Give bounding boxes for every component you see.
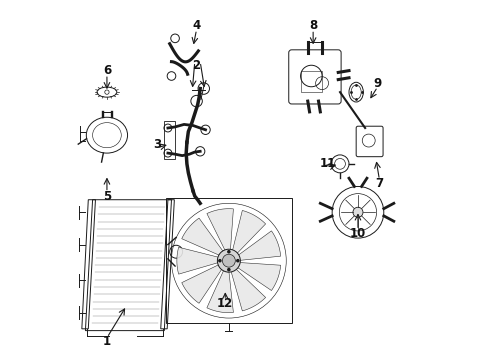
Circle shape xyxy=(222,254,235,267)
Polygon shape xyxy=(232,211,266,256)
Text: 12: 12 xyxy=(217,297,233,310)
Polygon shape xyxy=(207,209,233,253)
Polygon shape xyxy=(235,262,281,291)
Text: 3: 3 xyxy=(153,138,161,150)
Circle shape xyxy=(228,269,230,271)
Text: 7: 7 xyxy=(375,177,384,190)
Text: 9: 9 xyxy=(373,77,382,90)
Polygon shape xyxy=(207,267,233,313)
Polygon shape xyxy=(177,247,221,274)
Text: 10: 10 xyxy=(350,227,366,240)
Text: 2: 2 xyxy=(193,59,200,72)
Bar xyxy=(300,71,322,92)
Text: 4: 4 xyxy=(193,19,201,32)
Text: 5: 5 xyxy=(103,190,111,203)
Circle shape xyxy=(237,260,239,262)
Text: 6: 6 xyxy=(103,64,111,77)
Bar xyxy=(166,198,292,323)
Circle shape xyxy=(218,249,240,272)
Polygon shape xyxy=(182,264,223,303)
Polygon shape xyxy=(236,231,281,261)
Bar xyxy=(164,121,175,159)
Circle shape xyxy=(219,260,221,262)
Polygon shape xyxy=(230,267,266,311)
Text: 8: 8 xyxy=(309,19,317,32)
Polygon shape xyxy=(182,218,225,257)
Text: 11: 11 xyxy=(319,157,336,170)
Circle shape xyxy=(228,251,230,253)
Circle shape xyxy=(353,207,363,217)
Text: 1: 1 xyxy=(103,335,111,348)
